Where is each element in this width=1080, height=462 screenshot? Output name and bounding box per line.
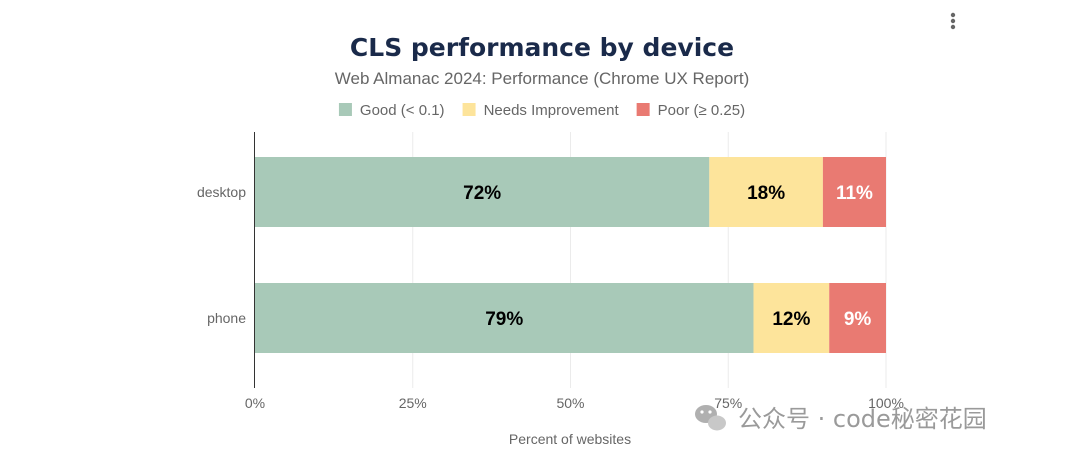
bar-data-label: 79% (485, 309, 523, 330)
legend-label: Good (< 0.1) (360, 102, 445, 119)
bar-data-label: 12% (772, 309, 810, 330)
x-axis-ticks: 0% 25% 50% 75% 100% (245, 395, 904, 411)
bar-segment (753, 283, 830, 353)
legend-swatch (462, 103, 476, 116)
y-axis-ticks: desktop phone (197, 184, 246, 326)
legend-swatch (338, 103, 352, 116)
bar-data-label: 9% (844, 309, 872, 330)
x-tick-label: 100% (868, 395, 904, 411)
bar-segment (255, 283, 754, 353)
bars (255, 157, 886, 353)
x-tick-label: 50% (556, 395, 584, 411)
x-axis-title: Percent of websites (509, 431, 631, 447)
bar-data-label: 72% (463, 183, 501, 204)
legend-item[interactable]: Poor (≥ 0.25) (636, 102, 745, 119)
more-vertical-icon[interactable] (950, 12, 956, 30)
legend-label: Poor (≥ 0.25) (658, 102, 745, 119)
bar-data-label: 11% (836, 183, 873, 204)
y-tick-label: desktop (197, 184, 246, 200)
bar-segment (829, 283, 886, 353)
bar-segment (255, 157, 710, 227)
x-tick-label: 0% (245, 395, 265, 411)
legend-item[interactable]: Good (< 0.1) (338, 102, 445, 119)
chart-subtitle: Web Almanac 2024: Performance (Chrome UX… (335, 69, 749, 88)
legend: Good (< 0.1) Needs Improvement Poor (≥ 0.2… (338, 102, 745, 119)
watermark-text: 公众号 · code秘密花园 (738, 405, 987, 433)
bar-segment (822, 157, 886, 227)
bar-data-label: 18% (747, 183, 785, 204)
x-tick-label: 25% (399, 395, 427, 411)
bar-labels: 72% 18% 11% 79% 12% 9% (463, 183, 873, 330)
legend-swatch (636, 103, 650, 116)
x-tick-label: 75% (714, 395, 742, 411)
y-tick-label: phone (207, 310, 246, 326)
bar-segment (709, 157, 823, 227)
legend-item[interactable]: Needs Improvement (462, 102, 620, 119)
wechat-icon (695, 405, 726, 431)
chart-title: CLS performance by device (350, 33, 734, 62)
legend-label: Needs Improvement (484, 102, 620, 119)
